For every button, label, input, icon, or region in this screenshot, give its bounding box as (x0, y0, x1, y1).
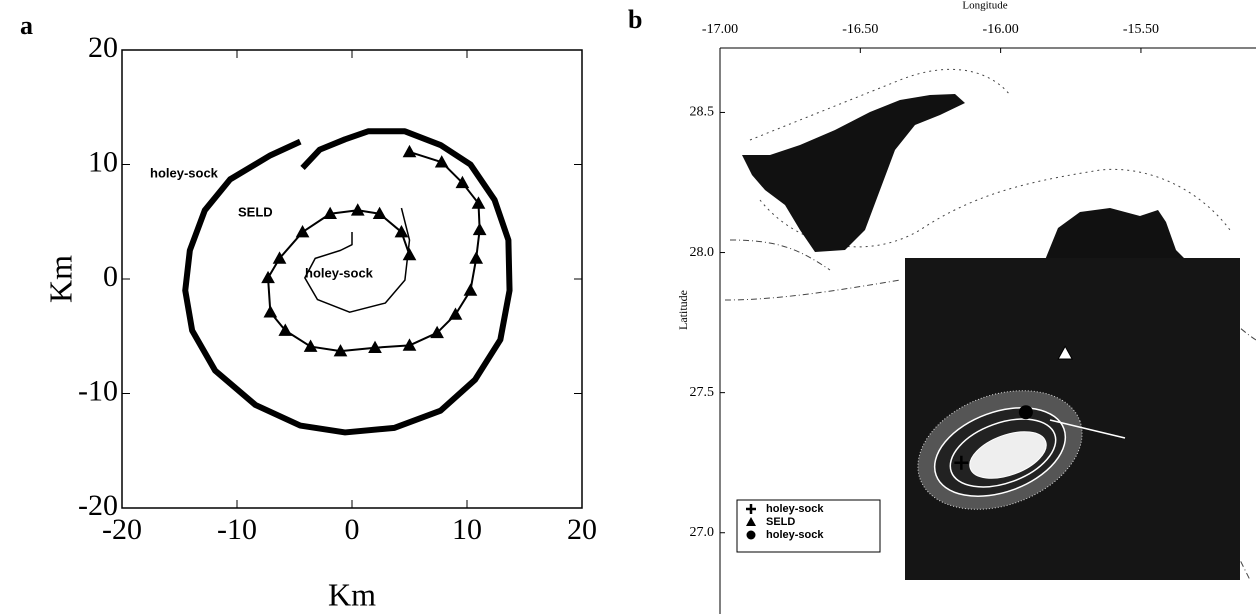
x-axis-label: Longitude (962, 0, 1007, 12)
y-tick-label: 28.5 (690, 105, 715, 120)
x-axis-label: Km (328, 576, 376, 612)
figure: a Km Km b Longitude Latitude -20 -10 0 10 20… (0, 0, 1256, 614)
triangle-marker (352, 204, 364, 215)
x-tick-label: -16.00 (983, 22, 1019, 37)
y-tick-label: 20 (88, 31, 118, 64)
y-tick-label: -20 (78, 489, 118, 522)
triangle-marker (464, 284, 476, 295)
legend-marker (747, 531, 756, 540)
trajectory (305, 208, 410, 312)
panel-label: b (628, 5, 642, 34)
x-tick-label: -15.50 (1123, 22, 1159, 37)
series-label: holey-sock (305, 265, 374, 280)
legend-label: SELD (766, 516, 795, 528)
triangle-marker (264, 306, 276, 317)
legend-label: holey-sock (766, 529, 824, 541)
triangle-marker (305, 341, 317, 352)
y-tick-label: 0 (103, 260, 118, 293)
series-label: SELD (238, 204, 273, 219)
series-label: holey-sock (150, 165, 219, 180)
triangle-marker (262, 272, 274, 283)
page: a Km Km b Longitude Latitude -20 -10 0 10 20… (0, 0, 1256, 614)
x-tick-label: 10 (452, 513, 482, 546)
legend-label: holey-sock (766, 503, 824, 515)
triangle-marker (474, 224, 486, 235)
y-tick-label: 28.0 (690, 245, 715, 260)
triangle-marker (404, 146, 416, 157)
triangle-marker (297, 226, 309, 237)
circle-marker (1019, 405, 1033, 419)
trajectory (185, 131, 509, 432)
triangle-marker (450, 308, 462, 319)
island (1045, 208, 1186, 260)
triangle-marker (470, 252, 482, 263)
panel-label: a (20, 11, 33, 40)
x-tick-label: -16.50 (842, 22, 878, 37)
trajectory (268, 152, 480, 351)
y-axis-label: Latitude (676, 290, 690, 330)
y-tick-label: -10 (78, 374, 118, 407)
x-tick-label: 20 (567, 513, 597, 546)
x-tick-label: -10 (217, 513, 257, 546)
y-tick-label: 27.5 (690, 385, 715, 400)
x-tick-label: 0 (345, 513, 360, 546)
y-axis-label: Km (42, 255, 78, 303)
y-tick-label: 10 (88, 145, 118, 178)
island (742, 94, 965, 252)
x-tick-label: -17.00 (702, 22, 738, 37)
y-tick-label: 27.0 (690, 525, 715, 540)
triangle-marker (404, 249, 416, 260)
